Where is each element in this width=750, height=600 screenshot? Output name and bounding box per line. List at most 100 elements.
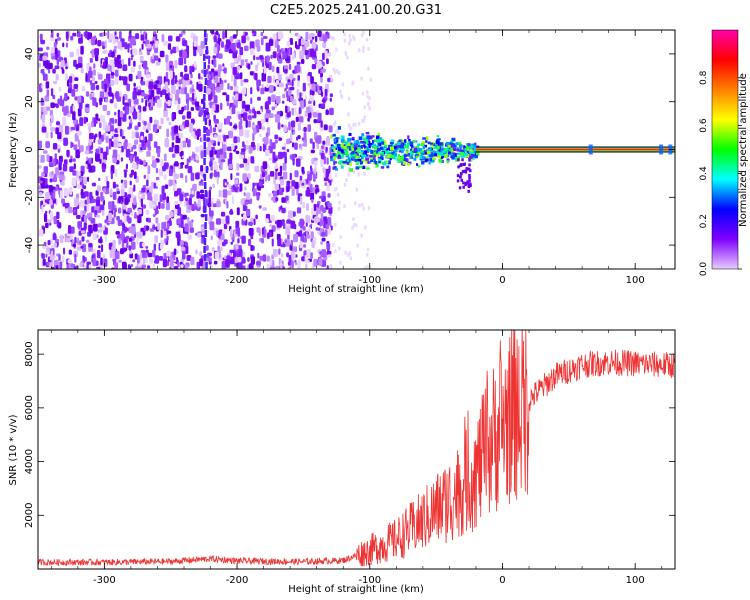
heatmap-cell <box>77 171 81 177</box>
heatmap-cell <box>277 31 283 40</box>
heatmap-cell <box>318 89 321 95</box>
heatmap-cell <box>95 190 99 196</box>
heatmap-cell <box>45 131 49 139</box>
heatmap-cell <box>231 96 235 101</box>
heatmap-cell <box>153 31 157 35</box>
heatmap-cell <box>129 253 134 259</box>
heatmap-cell <box>347 112 350 117</box>
heatmap-cell <box>321 191 326 198</box>
heatmap-cell <box>117 234 122 238</box>
heatmap-cell <box>230 173 233 180</box>
heatmap-cell <box>70 35 74 41</box>
heatmap-cell <box>224 79 227 83</box>
heatmap-cell <box>121 145 124 153</box>
heatmap-cell <box>289 95 293 102</box>
heatmap-cell <box>260 37 264 46</box>
heatmap-cell <box>281 100 285 104</box>
heatmap-cell <box>225 259 230 268</box>
heatmap-cell <box>199 194 205 199</box>
heatmap-cell <box>344 151 349 155</box>
heatmap-cell <box>322 42 327 49</box>
heatmap-cell <box>134 156 139 162</box>
heatmap-cell <box>431 153 436 157</box>
heatmap-cell <box>302 202 306 209</box>
heatmap-cell <box>78 37 83 44</box>
heatmap-cell <box>235 243 239 250</box>
heatmap-cell <box>175 231 181 238</box>
heatmap-cell <box>238 121 243 130</box>
heatmap-cell <box>203 142 206 149</box>
heatmap-cell <box>146 50 150 56</box>
heatmap-cell <box>405 150 408 155</box>
heatmap-cell <box>429 157 433 162</box>
heatmap-cell <box>179 240 184 246</box>
heatmap-cell <box>150 89 155 98</box>
heatmap-cell <box>283 124 287 133</box>
heatmap-cell <box>63 247 66 255</box>
heatmap-cell <box>461 170 465 174</box>
heatmap-cell <box>296 64 300 73</box>
heatmap-cell <box>267 232 270 239</box>
heatmap-cell <box>357 172 360 177</box>
heatmap-cell <box>93 118 96 127</box>
heatmap-cell <box>285 105 288 114</box>
heatmap-cell <box>149 228 155 232</box>
heatmap-cell <box>352 157 355 161</box>
heatmap-cell <box>56 58 59 66</box>
heatmap-cell <box>332 67 336 72</box>
heatmap-cell <box>95 199 101 207</box>
heatmap-cell <box>456 179 460 183</box>
heatmap-cell <box>396 144 401 148</box>
heatmap-cell <box>237 260 243 269</box>
heatmap-cell <box>240 59 245 66</box>
heatmap-cell <box>68 206 73 214</box>
heatmap-cell <box>429 147 432 151</box>
heatmap-cell <box>122 96 125 105</box>
heatmap-cell <box>100 115 105 122</box>
heatmap-cell <box>102 50 107 54</box>
heatmap-cell <box>122 262 127 269</box>
heatmap-cell <box>65 66 68 70</box>
heatmap-cell <box>475 153 480 156</box>
heatmap-cell <box>286 185 290 192</box>
heatmap-cell <box>368 137 373 140</box>
heatmap-cell <box>182 250 186 260</box>
heatmap-cell <box>261 83 264 89</box>
heatmap-cell <box>134 125 139 131</box>
heatmap-cell <box>41 84 44 89</box>
heatmap-cell <box>310 165 313 172</box>
heatmap-cell <box>194 101 200 107</box>
heatmap-ylabel: Frequency (Hz) <box>8 112 19 188</box>
heatmap-cell <box>346 55 349 60</box>
heatmap-cell <box>74 96 79 101</box>
heatmap-cell <box>120 128 123 137</box>
heatmap-cell <box>157 148 161 158</box>
heatmap-cell <box>369 143 373 146</box>
heatmap-cell <box>199 251 203 257</box>
heatmap-cell <box>407 153 410 157</box>
heatmap-cell <box>203 198 206 205</box>
heatmap-cell <box>287 261 292 266</box>
heatmap-cell <box>143 121 147 126</box>
heatmap-cell <box>222 92 227 96</box>
heatmap-cell <box>52 68 56 74</box>
heatmap-cell <box>466 146 470 149</box>
heatmap-cell <box>290 239 293 246</box>
heatmap-cell <box>311 64 317 70</box>
heatmap-cell <box>359 141 364 144</box>
heatmap-cell <box>143 174 146 179</box>
heatmap-cell <box>391 154 395 158</box>
heatmap-cell <box>278 187 284 196</box>
heatmap-cell <box>133 197 137 206</box>
heatmap-cell <box>65 237 71 243</box>
heatmap-cell <box>275 266 281 269</box>
x-tick-label: 100 <box>626 275 645 286</box>
heatmap-cell <box>62 117 67 126</box>
heatmap-cell <box>121 135 126 140</box>
heatmap-cell <box>95 53 99 62</box>
heatmap-cell <box>330 35 333 40</box>
heatmap-cell <box>271 94 276 103</box>
heatmap-cell <box>129 180 132 186</box>
heatmap-cell <box>216 149 221 159</box>
